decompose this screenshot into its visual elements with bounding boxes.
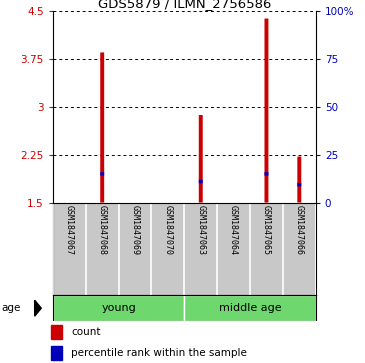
Bar bbox=[184, 295, 316, 321]
Text: GSM1847066: GSM1847066 bbox=[295, 205, 304, 255]
Text: GSM1847070: GSM1847070 bbox=[164, 205, 172, 255]
Bar bbox=[51, 325, 62, 339]
Text: young: young bbox=[101, 303, 136, 313]
Bar bbox=[199, 115, 203, 203]
Text: GSM1847068: GSM1847068 bbox=[98, 205, 107, 255]
Bar bbox=[265, 19, 268, 203]
Bar bbox=[51, 346, 62, 360]
Bar bbox=[297, 183, 301, 187]
Bar bbox=[53, 295, 184, 321]
Text: middle age: middle age bbox=[219, 303, 281, 313]
Text: GSM1847065: GSM1847065 bbox=[262, 205, 271, 255]
Bar bbox=[265, 172, 268, 176]
Polygon shape bbox=[35, 300, 41, 316]
Text: GSM1847064: GSM1847064 bbox=[229, 205, 238, 255]
Text: count: count bbox=[71, 327, 100, 337]
Text: GSM1847069: GSM1847069 bbox=[131, 205, 139, 255]
Bar bbox=[100, 172, 104, 176]
Text: age: age bbox=[2, 303, 21, 313]
Text: GSM1847067: GSM1847067 bbox=[65, 205, 74, 255]
Text: GSM1847063: GSM1847063 bbox=[196, 205, 205, 255]
Bar bbox=[100, 52, 104, 203]
Title: GDS5879 / ILMN_2756586: GDS5879 / ILMN_2756586 bbox=[97, 0, 271, 10]
Text: percentile rank within the sample: percentile rank within the sample bbox=[71, 348, 247, 358]
Bar bbox=[199, 180, 203, 183]
Bar bbox=[297, 156, 301, 203]
